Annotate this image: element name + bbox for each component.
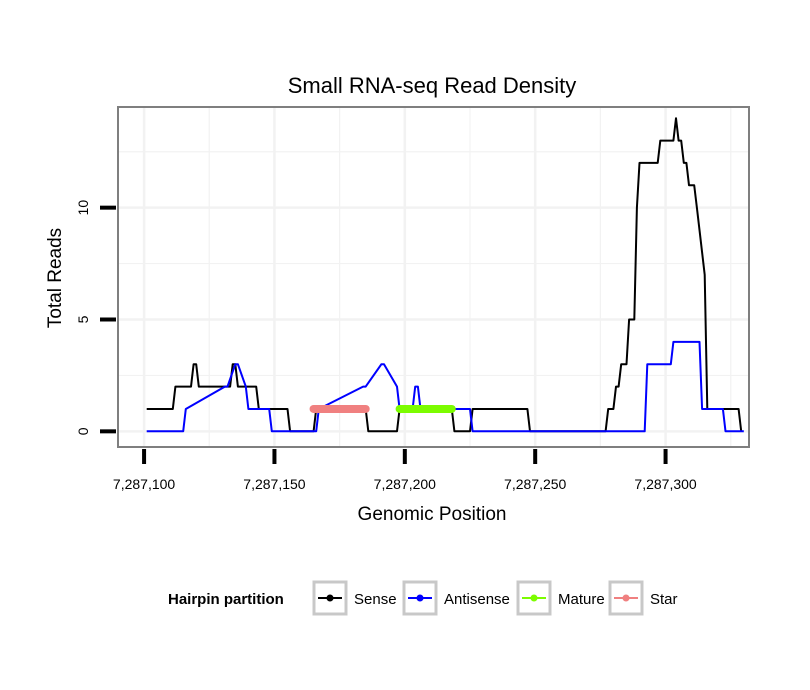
legend-label: Sense [354,591,397,608]
legend-key-dot [326,594,334,602]
y-tick-label: 0 [75,427,91,435]
chart-title: Small RNA-seq Read Density [288,73,577,98]
legend-label: Antisense [444,591,510,608]
series-group [146,117,744,433]
legend-item-star: Star [608,580,678,616]
panel-border [117,106,750,448]
grid [118,107,749,447]
x-tick-label: 7,287,200 [374,476,436,492]
x-axis-title: Genomic Position [358,504,507,525]
legend-label: Mature [558,591,605,608]
x-tick-label: 7,287,250 [504,476,566,492]
y-axis-title: Total Reads [45,228,66,328]
y-tick-label: 10 [75,200,91,216]
legend-key-dot [416,594,424,602]
x-tick-label: 7,287,150 [243,476,305,492]
y-tick-label: 5 [75,315,91,323]
legend-item-mature: Mature [516,580,605,616]
axes: 7,287,100 7,287,150 7,287,200 7,287,250 7,28… [75,200,697,492]
x-tick-label: 7,287,300 [634,476,696,492]
legend-item-sense: Sense [312,580,397,616]
legend-entries: Sense Antisense Mature Star [312,580,678,616]
x-tick-label: 7,287,100 [113,476,175,492]
series-line-sense [146,117,743,433]
legend-key-dot [622,594,630,602]
legend-key-dot [530,594,538,602]
legend-label: Star [650,591,678,608]
legend-title: Hairpin partition [168,591,284,608]
series-line-antisense [146,340,744,433]
legend: Hairpin partition Sense Antisense Mature St… [168,580,678,616]
legend-item-antisense: Antisense [402,580,510,616]
